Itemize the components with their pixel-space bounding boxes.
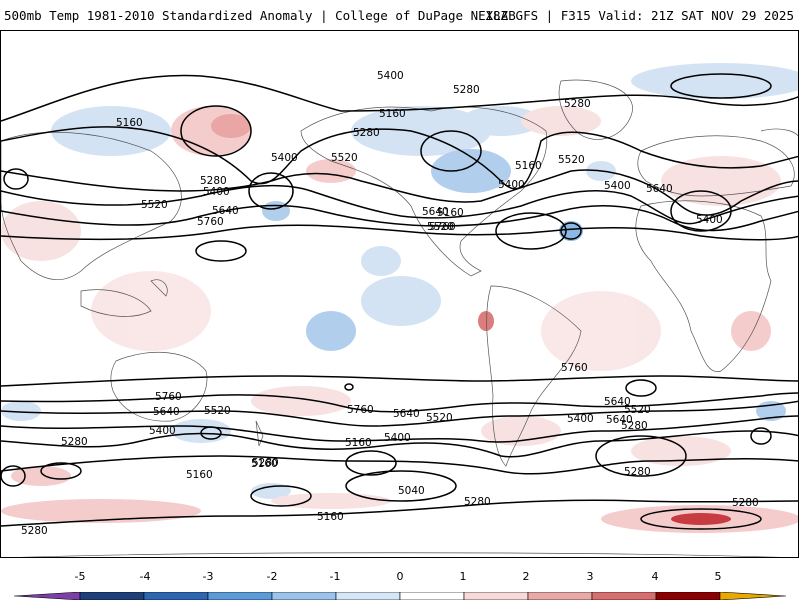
contour-label: 5400 <box>271 152 298 164</box>
contour-label: 5160 <box>186 469 213 481</box>
contour-label: 5400 <box>384 432 411 444</box>
contour-label: 5160 <box>251 458 278 470</box>
contour-label: 5640 <box>393 408 420 420</box>
colorbar-tick-label: -3 <box>202 570 214 583</box>
contour-label: 5400 <box>203 186 230 198</box>
height-contours <box>1 73 798 530</box>
contour-label: 5520 <box>427 221 454 233</box>
coastlines <box>1 79 798 557</box>
contour-label: 5280 <box>353 127 380 139</box>
contour-label: 5520 <box>426 412 453 424</box>
contour-label: 5640 <box>212 205 239 217</box>
contour-label: 5640 <box>422 206 449 218</box>
colorbar-tick-label: -5 <box>74 570 86 583</box>
map-title: 500mb Temp 1981-2010 Standardized Anomal… <box>4 8 516 23</box>
contour-label: 5280 <box>252 457 279 469</box>
colorbar-tick-label: 3 <box>586 570 594 583</box>
contour-label: 5640 <box>646 183 673 195</box>
header: 500mb Temp 1981-2010 Standardized Anomal… <box>0 0 800 30</box>
contour-label: 5280 <box>200 175 227 187</box>
contour-label: 5640 <box>153 406 180 418</box>
contour-label: 5760 <box>429 221 456 233</box>
map-panel[interactable]: 5400 5280 5160 5280 5280 5160 5400 5520 … <box>0 30 799 558</box>
contour-label: 5640 <box>604 396 631 408</box>
contour-label: 5280 <box>453 84 480 96</box>
model-valid-time: 18Z GFS | F315 Valid: 21Z SAT NOV 29 202… <box>485 8 794 23</box>
anomaly-shading <box>1 63 798 533</box>
contour-label: 5520 <box>331 152 358 164</box>
colorbar-tick-label: -4 <box>139 570 151 583</box>
colorbar-tick-label: 2 <box>522 570 530 583</box>
contour-label: 5160 <box>515 160 542 172</box>
contour-label: 5520 <box>624 404 651 416</box>
contour-label: 5640 <box>606 414 633 426</box>
contour-label: 5160 <box>379 108 406 120</box>
contour-label: 5160 <box>345 437 372 449</box>
contour-label: 5760 <box>197 216 224 228</box>
contour-label: 5400 <box>696 214 723 226</box>
map-canvas[interactable]: 5400 5280 5160 5280 5280 5160 5400 5520 … <box>1 31 799 558</box>
colorbar-arrow-high <box>719 592 787 600</box>
colorbar-tick-label: -1 <box>329 570 341 583</box>
contour-label: 5520 <box>204 405 231 417</box>
contour-label: 5280 <box>21 525 48 537</box>
contour-label: 5760 <box>347 404 374 416</box>
colorbar-tick-label: 5 <box>714 570 722 583</box>
contour-label: 5400 <box>604 180 631 192</box>
colorbar-arrow-low <box>13 592 81 600</box>
contour-label: 5400 <box>149 425 176 437</box>
colorbar-strip <box>13 592 787 600</box>
colorbar-tick-label: 1 <box>459 570 467 583</box>
contour-label: 5760 <box>561 362 588 374</box>
contour-label: 5280 <box>732 497 759 509</box>
contour-label: 5760 <box>155 391 182 403</box>
contour-label: 5280 <box>621 420 648 432</box>
contour-label: 5520 <box>141 199 168 211</box>
contour-labels: 5400 5280 5160 5280 5280 5160 5400 5520 … <box>21 70 759 537</box>
contour-label: 5280 <box>624 466 651 478</box>
contour-label: 5400 <box>567 413 594 425</box>
contour-label: 5280 <box>564 98 591 110</box>
contour-label: 5160 <box>116 117 143 129</box>
contour-label: 5520 <box>558 154 585 166</box>
contour-label: 5280 <box>464 496 491 508</box>
colorbar: -5 -4 -3 -2 -1 0 1 2 3 4 5 <box>0 570 800 600</box>
colorbar-tick-label: 0 <box>396 570 404 583</box>
contour-label: 5280 <box>61 436 88 448</box>
colorbar-tick-label: 4 <box>651 570 659 583</box>
contour-label: 5400 <box>498 179 525 191</box>
contour-label: 5040 <box>398 485 425 497</box>
contour-label: 5160 <box>437 207 464 219</box>
contour-label: 5160 <box>317 511 344 523</box>
contour-label: 5400 <box>377 70 404 82</box>
colorbar-tick-label: -2 <box>266 570 278 583</box>
